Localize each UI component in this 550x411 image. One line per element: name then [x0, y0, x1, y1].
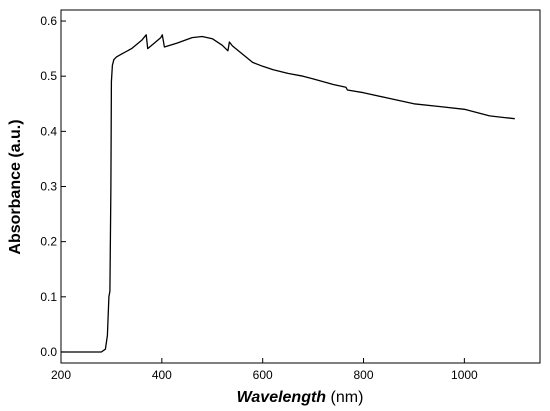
axis-tick-labels: 200 400 600 800 1000 0.0 0.1 0.2 0.3 0.4 0.5 0.6 [40, 14, 478, 382]
y-tick-label: 0.0 [40, 345, 57, 359]
x-tick-label: 1000 [451, 368, 478, 382]
absorbance-series-line [61, 34, 515, 353]
y-tick-label: 0.1 [40, 290, 57, 304]
axis-ticks [60, 20, 465, 363]
y-tick-label: 0.6 [40, 14, 57, 28]
y-tick-label: 0.4 [40, 124, 57, 138]
y-tick-label: 0.5 [40, 69, 57, 83]
x-tick-label: 600 [253, 368, 273, 382]
y-axis-title: Absorbance (a.u.) [7, 119, 24, 254]
x-tick-label: 800 [354, 368, 374, 382]
y-tick-label: 0.3 [40, 180, 57, 194]
x-tick-label: 400 [152, 368, 172, 382]
plot-frame [60, 9, 541, 364]
x-tick-label: 200 [51, 368, 71, 382]
x-axis-title: Wavelength (nm) [237, 389, 364, 406]
x-axis-title-main: Wavelength [237, 389, 327, 406]
x-axis-title-unit: (nm) [326, 389, 363, 406]
y-tick-label: 0.2 [40, 235, 57, 249]
